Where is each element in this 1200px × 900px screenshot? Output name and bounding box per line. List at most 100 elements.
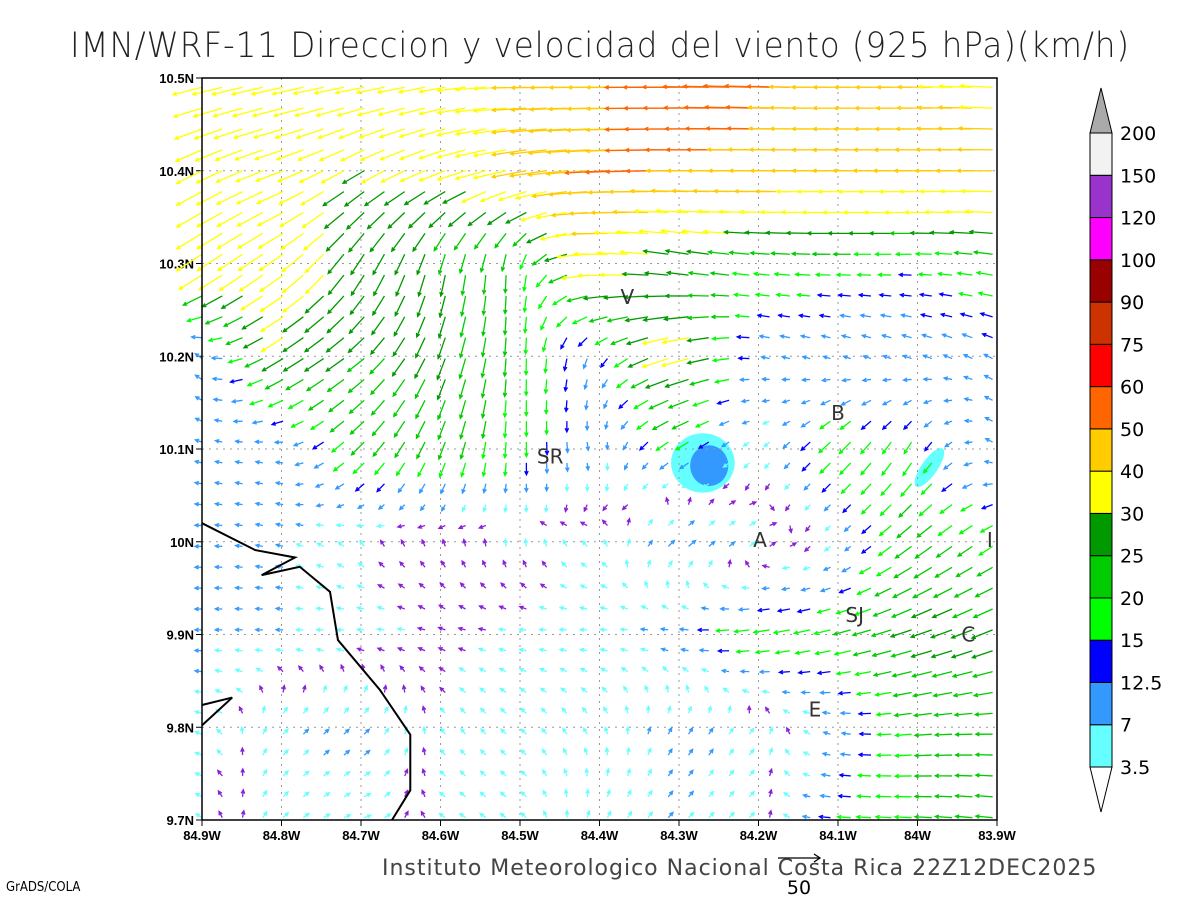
wind-arrow bbox=[752, 629, 770, 635]
wind-arrow bbox=[415, 316, 426, 339]
wind-arrow bbox=[538, 627, 547, 633]
wind-arrow bbox=[741, 689, 750, 694]
wind-arrow bbox=[913, 566, 933, 579]
wind-arrow bbox=[181, 295, 203, 306]
wind-arrow bbox=[302, 770, 310, 777]
wind-arrow bbox=[418, 483, 426, 495]
wind-arrow bbox=[801, 814, 811, 820]
wind-arrow bbox=[859, 313, 872, 319]
wind-arrow bbox=[722, 462, 730, 469]
wind-arrow bbox=[323, 791, 331, 798]
wind-arrow bbox=[919, 313, 932, 318]
wind-arrow bbox=[909, 629, 933, 639]
wind-arrow bbox=[641, 337, 669, 346]
wind-arrow bbox=[472, 107, 507, 114]
wind-arrow bbox=[800, 377, 811, 383]
wind-arrow bbox=[647, 518, 654, 526]
wind-arrow bbox=[929, 629, 953, 639]
wind-arrow bbox=[856, 587, 872, 595]
wind-arrow bbox=[639, 627, 649, 632]
wind-arrow bbox=[853, 251, 871, 257]
wind-arrow bbox=[620, 420, 629, 430]
wind-arrow bbox=[890, 608, 912, 618]
wind-arrow bbox=[302, 749, 310, 756]
wind-arrow bbox=[702, 582, 710, 589]
speed-shading-area bbox=[914, 448, 945, 488]
wind-arrow bbox=[240, 809, 246, 818]
wind-arrow bbox=[801, 355, 811, 360]
wind-arrow bbox=[786, 726, 791, 735]
wind-arrow bbox=[418, 582, 426, 589]
wind-arrow bbox=[240, 746, 245, 756]
wind-arrow bbox=[858, 731, 872, 737]
wind-arrow bbox=[615, 229, 649, 235]
wind-arrow bbox=[500, 582, 507, 589]
wind-arrow bbox=[860, 462, 872, 476]
wind-arrow bbox=[214, 689, 223, 694]
wind-arrow bbox=[417, 605, 426, 610]
wind-arrow bbox=[881, 399, 892, 406]
wind-arrow bbox=[861, 377, 872, 383]
wind-arrow bbox=[363, 684, 368, 693]
wind-arrow bbox=[777, 669, 790, 675]
wind-arrow bbox=[819, 690, 831, 696]
wind-arrow bbox=[315, 522, 324, 528]
wind-arrow bbox=[708, 811, 715, 819]
wind-arrow bbox=[504, 211, 527, 224]
y-tick-label: 10N bbox=[170, 535, 194, 550]
wind-arrow bbox=[282, 728, 290, 735]
wind-arrow bbox=[363, 814, 373, 819]
wind-arrow bbox=[437, 400, 446, 421]
wind-arrow bbox=[685, 684, 690, 693]
wind-arrow bbox=[525, 232, 547, 244]
wind-arrow bbox=[334, 483, 345, 490]
wind-arrow bbox=[604, 746, 610, 756]
plot-frame bbox=[201, 77, 998, 821]
wind-arrow bbox=[728, 250, 750, 256]
wind-arrow bbox=[502, 559, 507, 568]
wind-arrow bbox=[278, 211, 304, 228]
wind-arrow bbox=[458, 812, 466, 819]
wind-arrow bbox=[710, 314, 730, 320]
wind-arrow bbox=[454, 86, 486, 92]
wind-arrow bbox=[523, 358, 529, 377]
wind-arrow bbox=[642, 294, 669, 299]
wind-arrow bbox=[958, 524, 973, 535]
wind-arrow bbox=[843, 545, 852, 552]
wind-arrow bbox=[237, 253, 264, 272]
wind-arrow bbox=[373, 274, 386, 297]
wind-arrow bbox=[234, 480, 243, 486]
colorbar-label: 3.5 bbox=[1120, 757, 1150, 779]
wind-arrow bbox=[680, 229, 709, 235]
wind-arrow bbox=[562, 727, 568, 735]
wind-arrow bbox=[842, 504, 852, 514]
wind-arrow bbox=[803, 483, 811, 491]
wind-arrow bbox=[357, 561, 365, 568]
wind-arrow bbox=[175, 170, 203, 185]
wind-arrow bbox=[257, 232, 284, 249]
wind-arrow bbox=[460, 191, 487, 203]
wind-arrow bbox=[439, 706, 446, 714]
wind-arrow bbox=[195, 191, 223, 206]
wind-arrow bbox=[982, 353, 993, 360]
wind-arrow bbox=[254, 460, 263, 465]
wind-arrow bbox=[458, 254, 467, 275]
wind-arrow bbox=[860, 420, 872, 431]
wind-arrow bbox=[878, 525, 892, 537]
wind-arrow bbox=[667, 519, 675, 526]
wind-arrow bbox=[480, 727, 487, 735]
wind-arrow bbox=[382, 684, 388, 693]
wind-arrow bbox=[763, 441, 771, 448]
wind-arrow bbox=[641, 357, 669, 369]
wind-arrow bbox=[212, 128, 243, 140]
wind-arrow bbox=[780, 377, 790, 382]
wind-arrow bbox=[686, 337, 709, 343]
wind-arrow bbox=[794, 650, 811, 656]
wind-arrow bbox=[710, 292, 730, 298]
wind-arrow bbox=[457, 524, 466, 530]
wind-arrow bbox=[380, 170, 406, 183]
wind-arrow bbox=[193, 523, 203, 528]
wind-arrow bbox=[769, 521, 778, 527]
wind-arrow bbox=[687, 496, 692, 505]
wind-arrow bbox=[584, 483, 590, 493]
